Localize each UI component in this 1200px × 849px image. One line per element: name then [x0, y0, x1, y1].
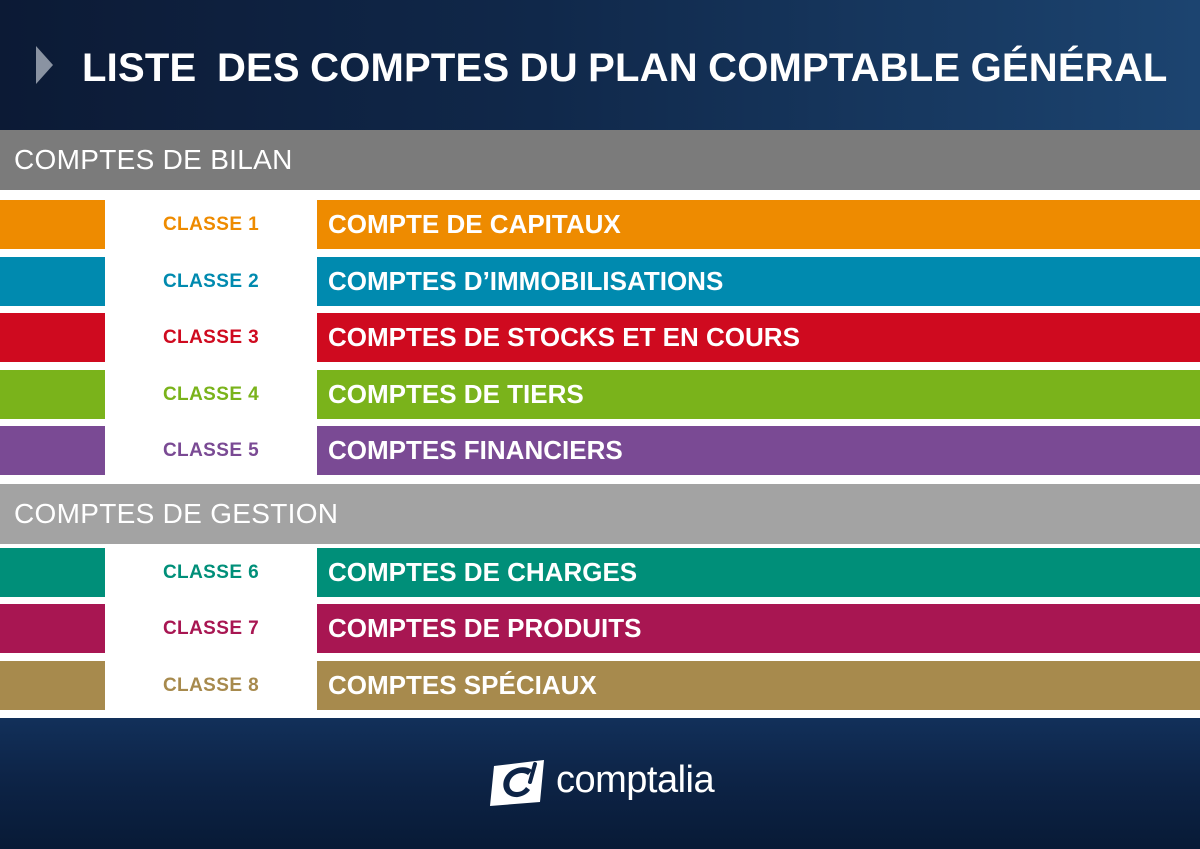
- page-header: LISTE DES COMPTES DU PLAN COMPTABLE GÉNÉ…: [0, 0, 1200, 130]
- account-label: COMPTES DE PRODUITS: [317, 604, 1200, 653]
- classe-label: CLASSE 3: [162, 327, 260, 348]
- account-label: COMPTES DE TIERS: [317, 370, 1200, 419]
- color-swatch: [0, 548, 105, 597]
- color-swatch: [0, 604, 105, 653]
- logo-wordmark: comptalia: [556, 759, 715, 801]
- triangle-right-icon: [36, 46, 53, 84]
- account-row-classe-4: CLASSE 4 COMPTES DE TIERS: [0, 370, 1200, 419]
- account-row-classe-3: CLASSE 3 COMPTES DE STOCKS ET EN COURS: [0, 313, 1200, 362]
- account-label: COMPTES FINANCIERS: [317, 426, 1200, 475]
- account-row-classe-5: CLASSE 5 COMPTES FINANCIERS: [0, 426, 1200, 475]
- account-label: COMPTES DE CHARGES: [317, 548, 1200, 597]
- account-label: COMPTES DE STOCKS ET EN COURS: [317, 313, 1200, 362]
- page-title: LISTE DES COMPTES DU PLAN COMPTABLE GÉNÉ…: [82, 46, 1168, 90]
- classe-label: CLASSE 6: [162, 562, 260, 583]
- classe-label: CLASSE 2: [162, 271, 260, 292]
- classe-label: CLASSE 7: [162, 618, 260, 639]
- account-row-classe-1: CLASSE 1 COMPTE DE CAPITAUX: [0, 200, 1200, 249]
- page-footer: [0, 718, 1200, 849]
- classe-label: CLASSE 8: [162, 675, 260, 696]
- section-header-bilan: COMPTES DE BILAN: [0, 130, 1200, 190]
- account-label: COMPTES D’IMMOBILISATIONS: [317, 257, 1200, 306]
- classe-label: CLASSE 5: [162, 440, 260, 461]
- color-swatch: [0, 257, 105, 306]
- classe-label: CLASSE 1: [162, 214, 260, 235]
- account-row-classe-7: CLASSE 7 COMPTES DE PRODUITS: [0, 604, 1200, 653]
- color-swatch: [0, 200, 105, 249]
- color-swatch: [0, 661, 105, 710]
- comptalia-logo-icon: [490, 760, 544, 806]
- comptalia-logo: comptalia: [488, 754, 728, 810]
- account-row-classe-6: CLASSE 6 COMPTES DE CHARGES: [0, 548, 1200, 597]
- account-row-classe-2: CLASSE 2 COMPTES D’IMMOBILISATIONS: [0, 257, 1200, 306]
- account-row-classe-8: CLASSE 8 COMPTES SPÉCIAUX: [0, 661, 1200, 710]
- color-swatch: [0, 370, 105, 419]
- color-swatch: [0, 313, 105, 362]
- account-label: COMPTES SPÉCIAUX: [317, 661, 1200, 710]
- account-label: COMPTE DE CAPITAUX: [317, 200, 1200, 249]
- classe-label: CLASSE 4: [162, 384, 260, 405]
- color-swatch: [0, 426, 105, 475]
- section-header-gestion: COMPTES DE GESTION: [0, 484, 1200, 544]
